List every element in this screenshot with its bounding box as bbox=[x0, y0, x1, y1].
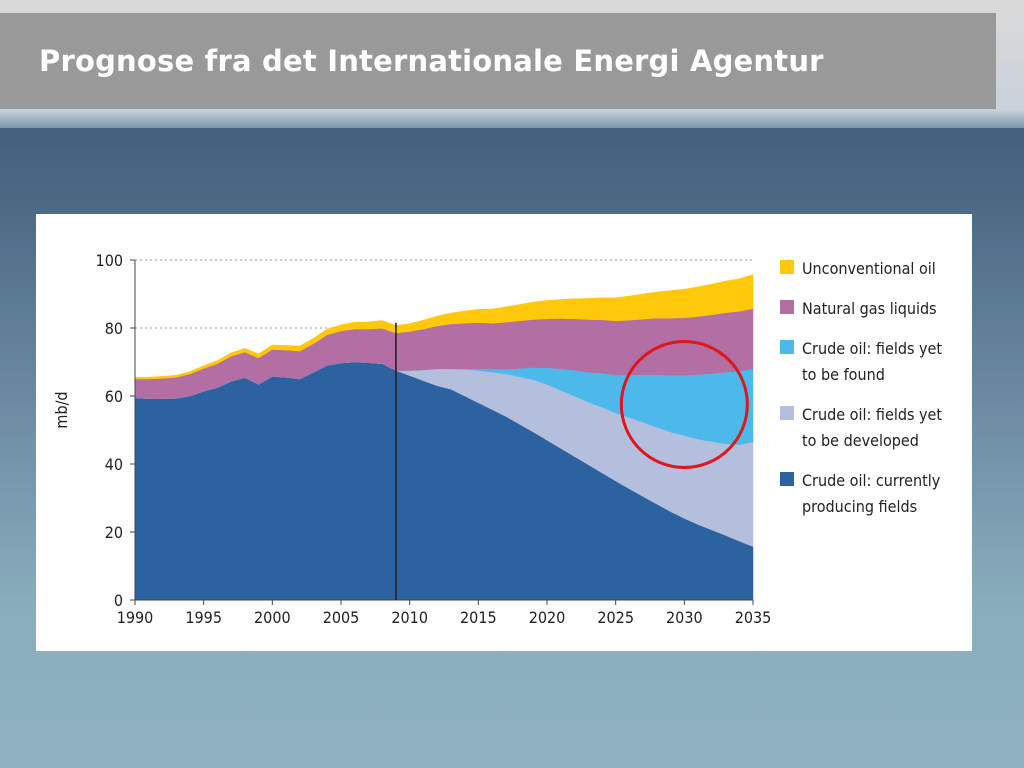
y-tick-label: 20 bbox=[105, 523, 123, 542]
stacked-area-chart: 0 20 40 60 80 100 1990 1995 2000 2005 2010 2015 2020… bbox=[52, 251, 772, 627]
x-tick-label: 2035 bbox=[735, 608, 772, 627]
title-bar bbox=[0, 13, 996, 109]
y-tick-label: 80 bbox=[105, 319, 123, 338]
legend-label: Unconventional oil bbox=[802, 259, 936, 278]
chart-panel: 0 20 40 60 80 100 1990 1995 2000 2005 2010 2015 2020… bbox=[36, 214, 972, 651]
x-tick-label: 2005 bbox=[323, 608, 360, 627]
x-tick-label: 2010 bbox=[391, 608, 428, 627]
x-tick-label: 2030 bbox=[666, 608, 703, 627]
slide-title: Prognose fra det Internationale Energi A… bbox=[39, 44, 824, 78]
legend-label: Natural gas liquids bbox=[802, 299, 937, 318]
highlight-circle bbox=[619, 340, 749, 469]
y-tick-label: 60 bbox=[105, 387, 123, 406]
x-tick-label: 1995 bbox=[185, 608, 222, 627]
legend-swatch-unconventional bbox=[780, 260, 794, 274]
x-tick-label: 2015 bbox=[460, 608, 497, 627]
legend-swatch-yet_developed bbox=[780, 406, 794, 420]
legend-item-ngl: Natural gas liquids bbox=[780, 296, 970, 322]
legend-swatch-ngl bbox=[780, 300, 794, 314]
legend-item-unconventional: Unconventional oil bbox=[780, 256, 970, 282]
x-tick-label: 2000 bbox=[254, 608, 291, 627]
y-axis-label: mb/d bbox=[52, 391, 71, 428]
y-tick-label: 40 bbox=[105, 455, 123, 474]
legend-label: to be found bbox=[802, 365, 885, 384]
legend-label: to be developed bbox=[802, 431, 919, 450]
legend-label: Crude oil: fields yet bbox=[802, 339, 943, 358]
legend-item-yet_found: Crude oil: fields yet to be found bbox=[780, 336, 970, 388]
area-unconventional bbox=[134, 274, 754, 380]
y-tick-label: 100 bbox=[96, 251, 123, 270]
legend-swatch-producing bbox=[780, 472, 794, 486]
legend-label: producing fields bbox=[802, 497, 918, 516]
legend-label: Crude oil: fields yet bbox=[802, 405, 943, 424]
legend-item-producing: Crude oil: currently producing fields bbox=[780, 468, 970, 520]
x-tick-label: 1990 bbox=[117, 608, 154, 627]
legend-label: Crude oil: currently bbox=[802, 471, 941, 490]
y-tick-label: 0 bbox=[114, 591, 123, 610]
x-tick-label: 2020 bbox=[529, 608, 566, 627]
chart-legend: Unconventional oil Natural gas liquids Cru… bbox=[780, 256, 970, 534]
legend-item-yet_developed: Crude oil: fields yet to be developed bbox=[780, 402, 970, 454]
x-tick-label: 2025 bbox=[597, 608, 634, 627]
legend-swatch-yet_found bbox=[780, 340, 794, 354]
